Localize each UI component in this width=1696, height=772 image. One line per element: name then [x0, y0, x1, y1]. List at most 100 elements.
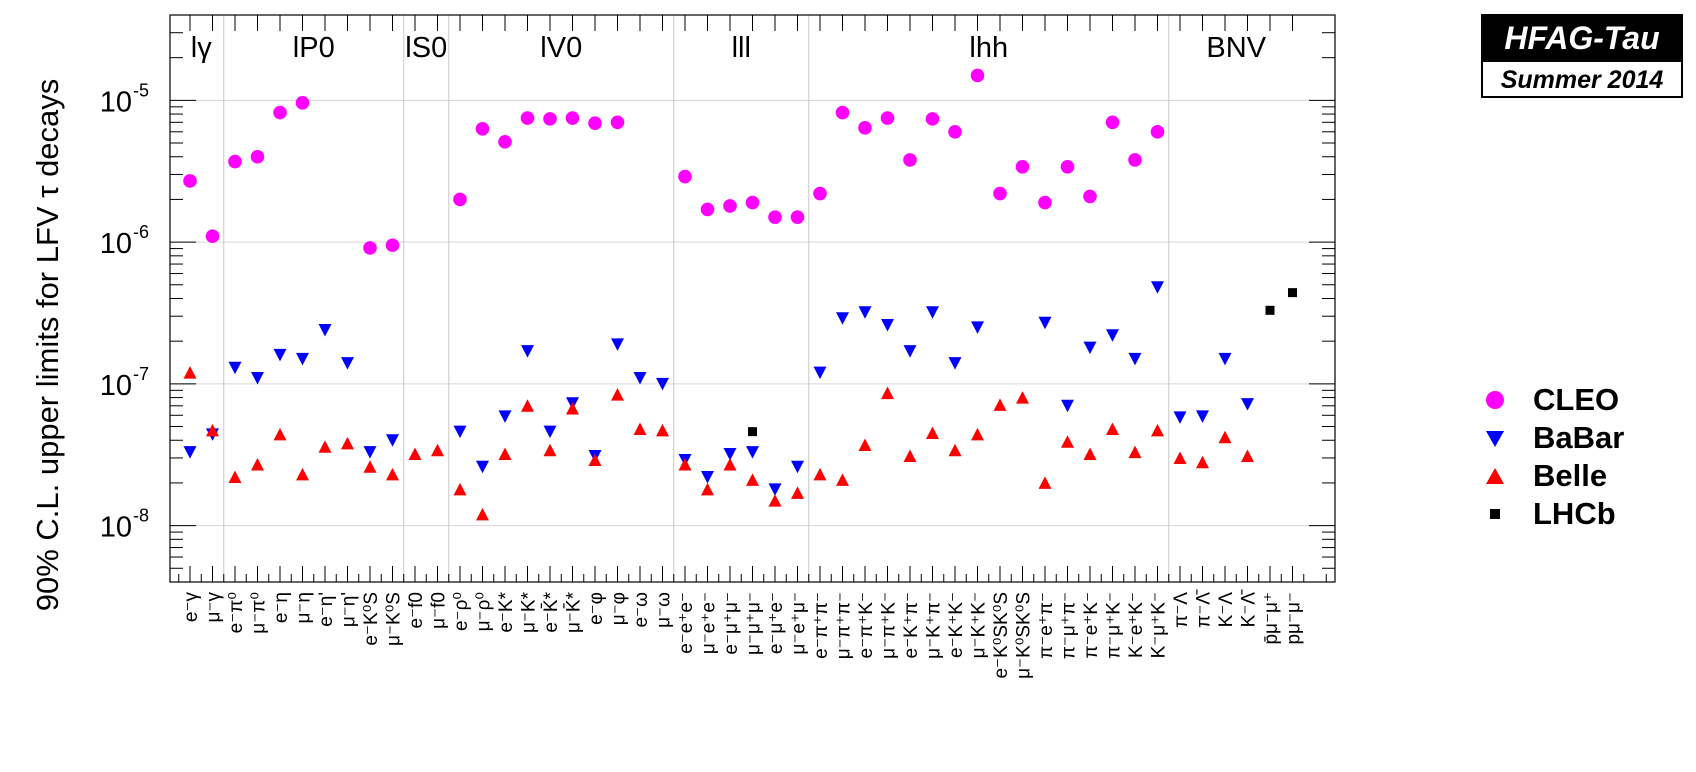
- x-tick-label: e⁻K⁺K⁻: [946, 592, 967, 658]
- point-cleo: [1128, 153, 1142, 167]
- x-tick-label: e⁻γ: [181, 592, 202, 623]
- point-belle: [453, 482, 467, 496]
- point-belle: [791, 486, 804, 499]
- x-tick-label: μ⁻K⁰S: [384, 592, 405, 646]
- point-babar: [746, 446, 759, 459]
- point-cleo: [745, 195, 760, 210]
- point-belle: [836, 473, 849, 486]
- y-tick-exponent: -8: [133, 506, 149, 526]
- x-tick-label: μ⁻e⁺e⁻: [699, 592, 720, 654]
- point-babar: [903, 345, 917, 358]
- point-belle: [1061, 435, 1074, 448]
- point-cleo: [1083, 189, 1097, 204]
- point-lhcb: [748, 427, 757, 437]
- point-babar: [543, 425, 557, 439]
- group-label: lγ: [191, 32, 212, 64]
- group-label: lS0: [405, 32, 447, 64]
- point-cleo: [678, 169, 692, 184]
- point-babar: [633, 371, 647, 385]
- y-axis-title: 90% C.L. upper limits for LFV τ decays: [30, 79, 65, 612]
- point-belle: [678, 457, 692, 471]
- x-tick-label: μ⁻K⁺K⁻: [969, 592, 990, 658]
- point-belle: [228, 470, 242, 484]
- point-cleo: [768, 210, 782, 224]
- hfag-badge-subtitle: Summer 2014: [1481, 60, 1683, 98]
- point-cleo: [970, 68, 985, 83]
- point-babar: [318, 323, 332, 337]
- x-tick-label: μ⁻ω: [654, 592, 675, 628]
- point-cleo: [1105, 115, 1120, 130]
- x-tick-label: μ⁻K⁰SK⁰S: [1014, 592, 1035, 679]
- point-belle: [633, 422, 647, 436]
- point-belle: [656, 423, 669, 437]
- point-cleo: [880, 111, 895, 125]
- group-label: lV0: [540, 32, 582, 64]
- x-tick-label: e⁻K⁰S: [361, 592, 382, 646]
- point-belle: [476, 507, 489, 521]
- x-tick-label: K⁻Λ̄: [1239, 589, 1260, 627]
- point-cleo: [700, 202, 715, 217]
- point-belle: [183, 366, 197, 379]
- point-babar: [498, 410, 512, 423]
- point-cleo: [790, 210, 805, 224]
- legend-item-cleo: CLEO: [1475, 380, 1690, 420]
- legend-label: BaBar: [1533, 420, 1625, 455]
- point-belle: [543, 443, 557, 457]
- x-tick-label: μ⁻π⁺π⁻: [834, 592, 855, 659]
- hfag-badge-title: HFAG-Tau: [1481, 14, 1683, 60]
- y-tick-label: 10: [100, 86, 132, 118]
- point-cleo: [498, 134, 512, 149]
- x-tick-label: μ⁻e⁺μ⁻: [789, 592, 810, 655]
- point-babar: [251, 371, 264, 385]
- point-babar: [881, 319, 894, 332]
- point-babar: [858, 306, 872, 319]
- point-babar: [813, 366, 827, 380]
- point-belle: [1151, 423, 1164, 437]
- y-tick-labels: 10-810-710-610-5: [100, 80, 149, 543]
- point-cleo: [1150, 124, 1165, 139]
- point-babar: [1173, 411, 1187, 424]
- x-tick-label: μ⁻K̄*: [564, 591, 585, 633]
- point-belle: [341, 436, 354, 450]
- point-cleo: [273, 105, 287, 120]
- point-babar: [1241, 398, 1254, 411]
- x-tick-label: e⁻η: [271, 592, 292, 623]
- point-cleo: [1038, 195, 1052, 210]
- group-label: lll: [732, 32, 751, 64]
- point-belle: [431, 443, 444, 457]
- point-cleo: [813, 186, 827, 201]
- point-cleo: [453, 192, 467, 207]
- point-babar: [476, 460, 489, 474]
- point-belle: [521, 399, 534, 412]
- point-belle: [1241, 449, 1254, 462]
- point-belle: [768, 494, 782, 507]
- point-belle: [948, 443, 962, 457]
- point-babar: [1106, 329, 1119, 342]
- point-cleo: [903, 153, 917, 167]
- y-tick-label: 10: [100, 228, 132, 260]
- x-tick-label: e⁻μ⁺e⁻: [766, 592, 787, 654]
- point-lhcb: [1288, 288, 1297, 298]
- point-cleo: [588, 116, 602, 130]
- point-cleo: [723, 199, 737, 213]
- x-tick-label: π⁻e⁺π⁻: [1036, 592, 1057, 659]
- x-tick-label: π⁻Λ: [1171, 592, 1192, 628]
- group-labels: lγ lP0 lS0 lV0 lll lhh BNV: [191, 32, 1267, 64]
- point-belle: [498, 447, 512, 460]
- point-babar: [183, 446, 197, 459]
- group-label: BNV: [1206, 32, 1266, 64]
- legend-label: Belle: [1533, 458, 1608, 493]
- point-cleo: [1060, 159, 1075, 174]
- x-tick-label: π⁻μ⁺π⁻: [1059, 592, 1080, 659]
- point-babar: [228, 361, 242, 375]
- x-tick-label: pμ⁻μ⁻: [1284, 592, 1305, 645]
- x-tick-label: e⁻f0: [406, 592, 427, 628]
- point-babar: [971, 321, 984, 334]
- point-cleo: [543, 112, 557, 126]
- point-cleo: [385, 238, 400, 253]
- legend-circle-icon: [1486, 391, 1504, 409]
- x-tick-label: e⁻η': [316, 592, 337, 627]
- legend-item-lhcb: LHCb: [1475, 494, 1690, 534]
- point-cleo: [1015, 159, 1030, 174]
- point-belle: [926, 426, 939, 439]
